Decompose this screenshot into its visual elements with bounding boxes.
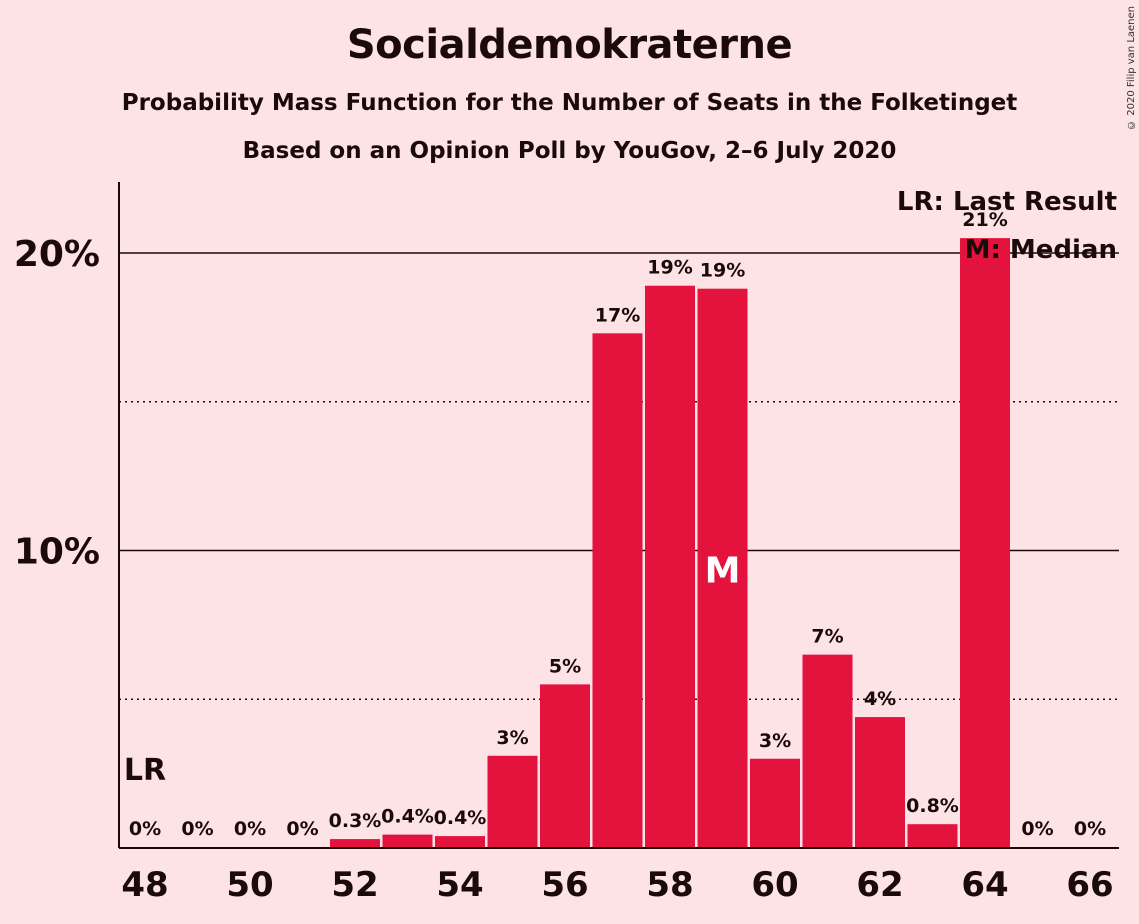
bar-value-label: 3% (759, 730, 791, 752)
chart-subtitle: Probability Mass Function for the Number… (121, 90, 1018, 116)
bar (907, 824, 958, 848)
bar (382, 834, 433, 848)
last-result-marker: LR (124, 753, 166, 788)
chart-title: Socialdemokraterne (346, 22, 793, 68)
bar-value-label: 0.8% (906, 795, 959, 817)
bar-value-label: 0% (181, 818, 213, 840)
bar (802, 654, 853, 848)
x-tick-label: 54 (436, 865, 483, 905)
bar (487, 755, 538, 848)
bar (697, 288, 748, 848)
bar-value-label: 4% (864, 688, 896, 710)
median-marker: M (705, 550, 741, 591)
x-tick-label: 66 (1066, 865, 1113, 905)
bar (855, 717, 905, 848)
x-tick-label: 64 (961, 865, 1008, 905)
bar-value-label: 19% (700, 260, 745, 282)
bar (592, 333, 643, 848)
bar-value-label: 0% (286, 818, 318, 840)
y-tick-label: 20% (14, 234, 100, 275)
y-tick-label: 10% (14, 532, 100, 573)
x-tick-label: 52 (331, 865, 378, 905)
bar-value-label: 5% (549, 655, 581, 677)
bar (750, 758, 800, 848)
bar-value-label: 3% (496, 727, 528, 749)
x-tick-label: 62 (856, 865, 903, 905)
bar-value-label: 0% (1021, 818, 1053, 840)
bar-value-label: 0% (1074, 818, 1106, 840)
legend-last-result: LR: Last Result (897, 187, 1117, 217)
bar-value-label: 21% (962, 209, 1007, 231)
bar-value-label: 0% (129, 818, 161, 840)
bar-value-label: 19% (647, 257, 692, 279)
x-tick-label: 50 (226, 865, 273, 905)
legend-median: M: Median (965, 235, 1117, 265)
bar (435, 836, 485, 848)
x-tick-label: 58 (646, 865, 693, 905)
bar (645, 285, 695, 849)
x-tick-label: 48 (121, 865, 168, 905)
x-tick-label: 56 (541, 865, 588, 905)
bar-value-label: 0.3% (329, 810, 382, 832)
bar-value-label: 0% (234, 818, 266, 840)
bar (960, 238, 1010, 848)
bar-value-label: 0.4% (381, 806, 434, 828)
bar (330, 839, 380, 848)
bar-value-label: 0.4% (434, 807, 487, 829)
bar (540, 684, 590, 848)
bar-value-label: 17% (595, 304, 640, 326)
bar-value-label: 7% (811, 626, 843, 648)
chart-source-line: Based on an Opinion Poll by YouGov, 2–6 … (242, 138, 897, 164)
x-tick-label: 60 (751, 865, 798, 905)
